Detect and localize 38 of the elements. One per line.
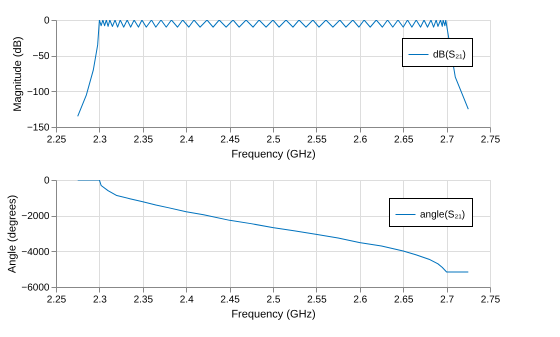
y-axis-title: Angle (degrees)	[6, 194, 18, 274]
x-tick-label: 2.55	[307, 134, 328, 146]
x-tick-label: 2.65	[394, 294, 414, 306]
x-tick-label: 2.55	[307, 294, 328, 306]
y-axis-title: Magnitude (dB)	[12, 36, 24, 112]
x-tick-label: 2.75	[480, 294, 501, 306]
x-tick-label: 2.6	[353, 294, 368, 306]
legend-label: dB(S₂₁)	[433, 50, 466, 60]
line-series	[77, 180, 469, 273]
x-tick-label: 2.45	[220, 134, 240, 146]
x-tick-label: 2.5	[266, 134, 281, 146]
x-tick-label: 2.25	[46, 134, 67, 146]
y-tick-label: −6000	[21, 282, 50, 294]
x-axis-title: Frequency (GHz)	[231, 148, 316, 160]
y-tick-label: −2000	[21, 211, 50, 222]
x-tick-label: 2.3	[92, 134, 108, 146]
x-tick-label: 2.4	[180, 294, 194, 306]
x-tick-label: 2.35	[134, 134, 154, 146]
x-tick-label: 2.4	[180, 134, 194, 146]
y-tick-label: −50	[32, 51, 50, 62]
y-tick-label: 0	[44, 176, 50, 186]
x-tick-label: 2.6	[353, 134, 368, 146]
x-tick-label: 2.5	[266, 294, 281, 306]
x-tick-label: 2.35	[134, 294, 154, 306]
x-tick-label: 2.45	[220, 294, 240, 306]
x-tick-label: 2.3	[92, 294, 108, 306]
x-tick-label: 2.25	[46, 294, 67, 306]
y-tick-label: −100	[26, 86, 50, 98]
x-tick-label: 2.65	[394, 134, 414, 146]
x-axis-title: Frequency (GHz)	[231, 308, 316, 320]
line-series	[77, 20, 469, 117]
y-tick-label: 0	[44, 16, 50, 26]
legend-label: angle(S₂₁)	[420, 210, 466, 220]
x-tick-label: 2.75	[480, 134, 501, 146]
x-tick-label: 2.7	[440, 294, 454, 306]
x-tick-label: 2.7	[440, 134, 454, 146]
y-tick-label: −150	[26, 122, 50, 134]
y-tick-label: −4000	[21, 246, 50, 258]
